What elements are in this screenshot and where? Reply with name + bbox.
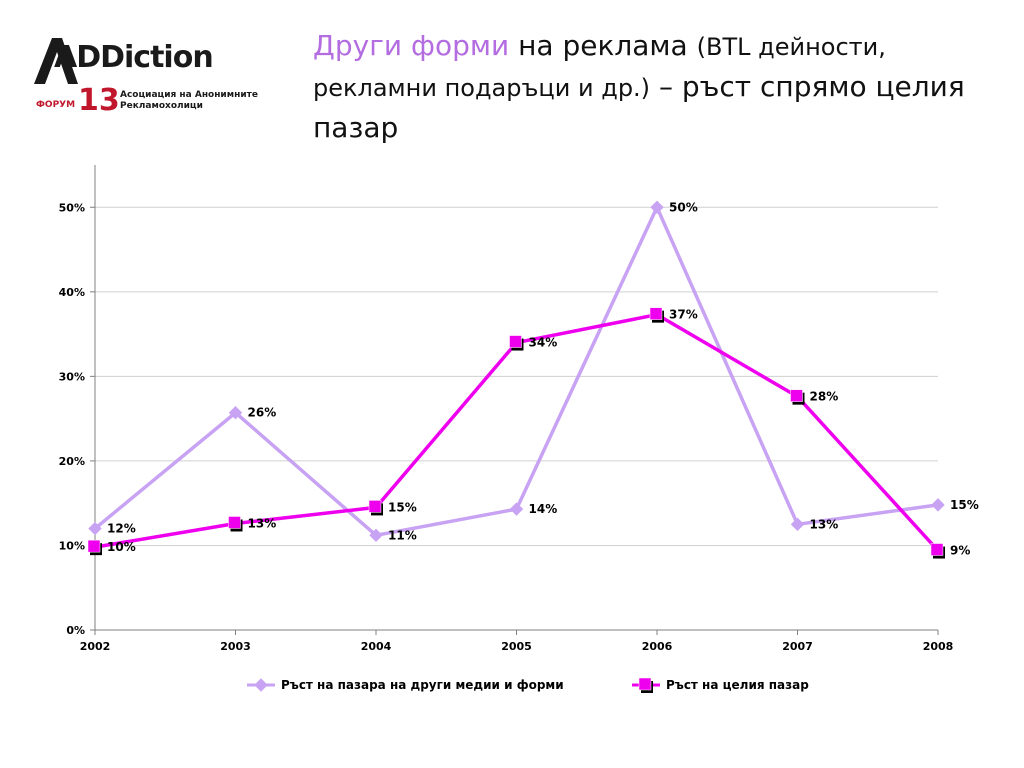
logo-a-mark xyxy=(34,38,78,84)
data-label: 13% xyxy=(248,516,277,530)
x-tick-label: 2006 xyxy=(642,640,673,653)
diamond-marker xyxy=(509,502,524,516)
legend-marker xyxy=(638,677,652,691)
data-label: 28% xyxy=(810,390,839,404)
x-tick-label: 2005 xyxy=(501,640,532,653)
title-accent: Други форми xyxy=(313,29,510,62)
logo-association: Асоциация на Анонимните Рекламохолици xyxy=(120,90,258,111)
data-label: 12% xyxy=(107,522,136,536)
series-line xyxy=(93,205,939,538)
title-part2: (BTL дейности, рекламни подаръци и др.) xyxy=(313,33,886,102)
diamond-marker xyxy=(650,200,664,214)
x-tick-label: 2008 xyxy=(923,640,954,653)
data-label: 50% xyxy=(669,200,698,214)
square-marker xyxy=(509,335,522,348)
data-label: 34% xyxy=(529,336,558,350)
data-label: 13% xyxy=(810,517,839,531)
square-marker xyxy=(87,539,101,553)
y-tick-label: 0% xyxy=(66,624,85,637)
y-tick-label: 50% xyxy=(59,201,85,214)
y-tick-label: 40% xyxy=(59,286,85,299)
logo-wordmark: ADDiction xyxy=(54,40,214,75)
square-marker xyxy=(930,543,944,556)
square-marker xyxy=(790,389,803,402)
x-tick-label: 2002 xyxy=(80,640,111,653)
data-label: 14% xyxy=(529,502,558,516)
data-label: 15% xyxy=(388,500,417,514)
diamond-marker xyxy=(88,521,102,536)
data-label: 15% xyxy=(950,498,979,512)
legend-label: Ръст на пазара на други медии и форми xyxy=(281,678,564,692)
data-label: 11% xyxy=(388,528,417,542)
square-marker xyxy=(649,307,663,320)
square-marker xyxy=(368,500,382,513)
addiction-logo: ADDiction ФОРУМ 13 Асоциация на Анонимни… xyxy=(30,36,258,126)
x-tick-label: 2004 xyxy=(361,640,392,653)
data-label: 37% xyxy=(669,308,698,322)
y-tick-label: 10% xyxy=(59,539,85,552)
x-tick-label: 2003 xyxy=(220,640,251,653)
title-part3: – ръст спрямо целия пазар xyxy=(313,70,965,144)
diamond-marker xyxy=(790,517,805,532)
data-label: 9% xyxy=(950,544,970,558)
logo-forum: ФОРУМ xyxy=(36,100,76,110)
diamond-marker xyxy=(931,498,945,512)
data-label: 26% xyxy=(248,406,277,420)
legend-marker xyxy=(254,678,268,692)
slide-title: Други форми на реклама (BTL дейности, ре… xyxy=(313,26,1003,147)
diamond-marker xyxy=(369,528,383,543)
y-tick-label: 30% xyxy=(59,370,85,383)
y-tick-label: 20% xyxy=(59,455,85,468)
title-part1: на реклама xyxy=(509,29,697,62)
diamond-marker xyxy=(228,406,243,420)
logo-number: 13 xyxy=(78,83,120,118)
square-marker xyxy=(228,516,241,529)
data-label: 10% xyxy=(107,540,136,554)
x-tick-label: 2007 xyxy=(782,640,813,653)
legend-label: Ръст на целия пазар xyxy=(666,678,809,692)
